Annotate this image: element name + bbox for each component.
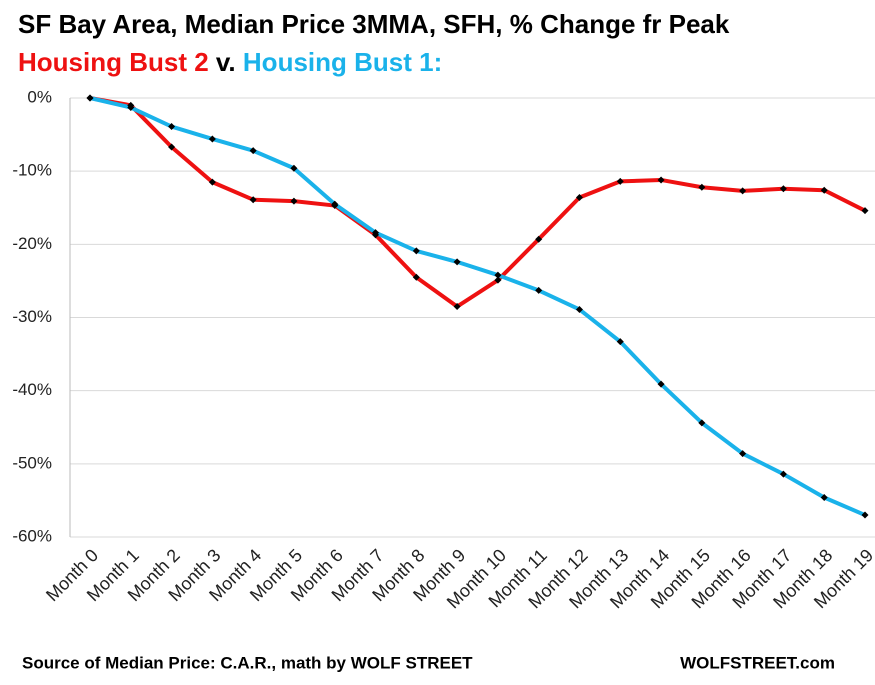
- data-point: [208, 178, 216, 186]
- data-point: [739, 450, 747, 458]
- data-point: [494, 276, 502, 284]
- data-point: [575, 194, 583, 202]
- data-point: [290, 164, 298, 172]
- data-point: [412, 247, 420, 255]
- data-point: [249, 196, 257, 204]
- data-point: [453, 303, 461, 311]
- data-point: [372, 229, 380, 237]
- data-point: [657, 380, 665, 388]
- data-point: [249, 147, 257, 155]
- legend-entry: Housing Bust 1:: [243, 47, 442, 77]
- data-point: [657, 176, 665, 184]
- data-point: [820, 493, 828, 501]
- data-point: [616, 338, 624, 346]
- source-note: Source of Median Price: C.A.R., math by …: [22, 653, 473, 672]
- legend-entry: Housing Bust 2: [18, 47, 209, 77]
- data-point: [820, 186, 828, 194]
- data-point: [616, 177, 624, 185]
- y-tick-label: -10%: [12, 161, 52, 180]
- y-tick-label: -20%: [12, 234, 52, 253]
- data-point: [861, 207, 869, 215]
- data-point: [779, 185, 787, 193]
- y-tick-label: -50%: [12, 453, 52, 472]
- series-line: [89, 96, 866, 309]
- data-point: [575, 305, 583, 313]
- legend-joiner: v.: [216, 47, 236, 77]
- y-tick-label: -30%: [12, 307, 52, 326]
- data-point: [168, 123, 176, 131]
- data-point: [698, 183, 706, 191]
- data-point: [535, 286, 543, 294]
- data-point: [494, 271, 502, 279]
- data-point: [86, 94, 94, 102]
- data-point: [861, 511, 869, 519]
- data-point: [208, 135, 216, 143]
- data-point: [779, 470, 787, 478]
- data-point: [290, 197, 298, 205]
- chart-title: SF Bay Area, Median Price 3MMA, SFH, % C…: [18, 9, 730, 39]
- data-point: [453, 258, 461, 266]
- data-point: [168, 143, 176, 151]
- data-point: [739, 187, 747, 195]
- legend: Housing Bust 2 v. Housing Bust 1:: [18, 47, 442, 77]
- data-point: [331, 200, 339, 208]
- data-point: [412, 273, 420, 281]
- y-tick-label: -60%: [12, 526, 52, 545]
- y-tick-label: 0%: [27, 87, 52, 106]
- data-point: [535, 235, 543, 243]
- data-point: [127, 104, 135, 112]
- credit: WOLFSTREET.com: [680, 653, 835, 672]
- y-tick-label: -40%: [12, 380, 52, 399]
- data-point: [698, 419, 706, 427]
- series-line: [89, 96, 866, 517]
